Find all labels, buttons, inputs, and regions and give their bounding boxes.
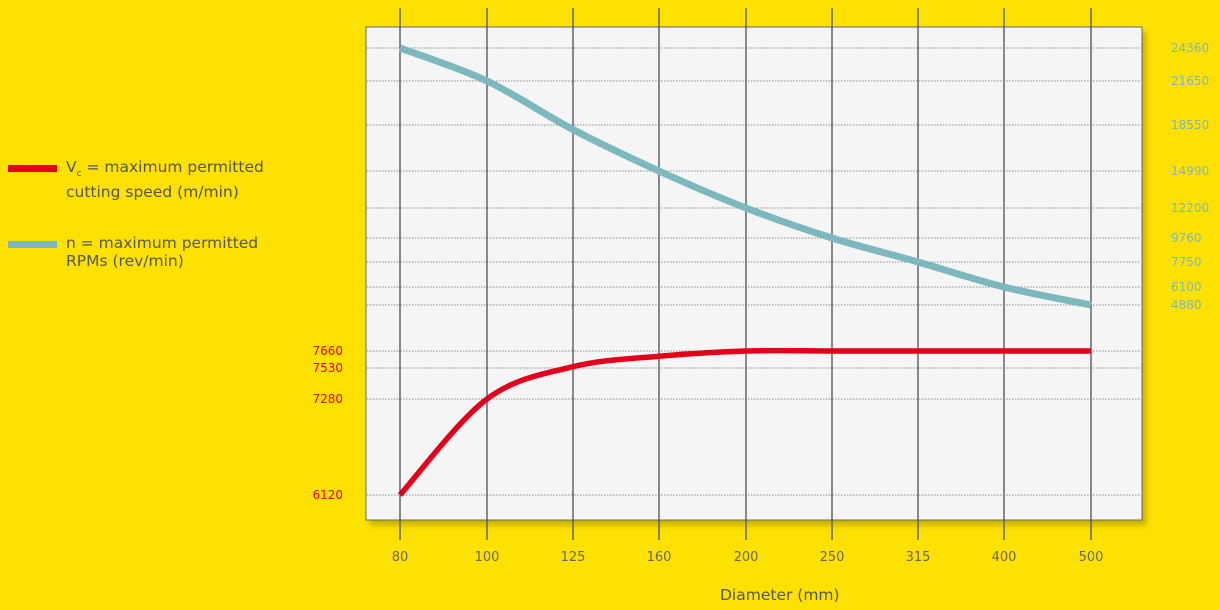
right-tick-label: 12200 <box>1171 201 1209 215</box>
right-tick-label: 18550 <box>1171 118 1209 132</box>
left-tick-label: 7280 <box>312 392 343 406</box>
legend-n-line1: n = maximum permitted <box>66 234 259 252</box>
legend-text-vc: Vc = maximum permitted cutting speed (m/… <box>66 158 386 201</box>
legend-item-n: n = maximum permitted RPMs (rev/min) <box>8 234 386 270</box>
x-tick-label: 250 <box>820 550 845 565</box>
x-tick-label: 160 <box>647 550 672 565</box>
x-tick-label: 100 <box>475 550 500 565</box>
x-tick-label: 80 <box>392 550 409 565</box>
legend-text-n: n = maximum permitted RPMs (rev/min) <box>66 234 386 270</box>
legend-swatch-n <box>8 241 57 248</box>
legend-item-vc: Vc = maximum permitted cutting speed (m/… <box>8 158 386 201</box>
left-tick-labels: 6120 7280 7530 7660 <box>312 344 343 502</box>
legend-vc-subscript: c <box>76 169 82 179</box>
left-tick-label: 7530 <box>312 361 343 375</box>
legend-vc-line1: = maximum permitted <box>81 158 264 176</box>
right-tick-label: 7750 <box>1171 255 1202 269</box>
left-tick-label: 7660 <box>312 344 343 358</box>
right-tick-label: 9760 <box>1171 231 1202 245</box>
right-tick-label: 6100 <box>1171 280 1202 294</box>
series-line-n <box>398 44 1092 309</box>
x-tick-label: 500 <box>1079 550 1104 565</box>
left-tick-label: 6120 <box>312 488 343 502</box>
vertical-gridlines <box>399 8 1092 540</box>
x-tick-label: 125 <box>561 550 586 565</box>
right-tick-label: 24360 <box>1171 41 1209 55</box>
right-tick-label: 21650 <box>1171 74 1209 88</box>
right-tick-label: 4880 <box>1171 298 1202 312</box>
right-tick-label: 14990 <box>1171 164 1209 178</box>
x-tick-label: 200 <box>734 550 759 565</box>
legend-vc-symbol: V <box>66 158 77 176</box>
right-tick-labels: 24360 21650 18550 14990 12200 9760 7750 6100 488… <box>1171 41 1209 312</box>
x-axis-label: Diameter (mm) <box>720 586 840 604</box>
legend-swatch-vc <box>8 165 57 172</box>
x-tick-label: 315 <box>906 550 931 565</box>
series-lines <box>397 44 1092 497</box>
legend-n-line2: RPMs (rev/min) <box>66 252 184 270</box>
x-tick-label: 400 <box>992 550 1017 565</box>
legend-vc-line2: cutting speed (m/min) <box>66 183 239 201</box>
x-tick-labels: 80 100 125 160 200 250 315 400 500 <box>392 550 1104 565</box>
plot-area <box>365 26 1143 521</box>
series-line-vc <box>397 347 1091 497</box>
